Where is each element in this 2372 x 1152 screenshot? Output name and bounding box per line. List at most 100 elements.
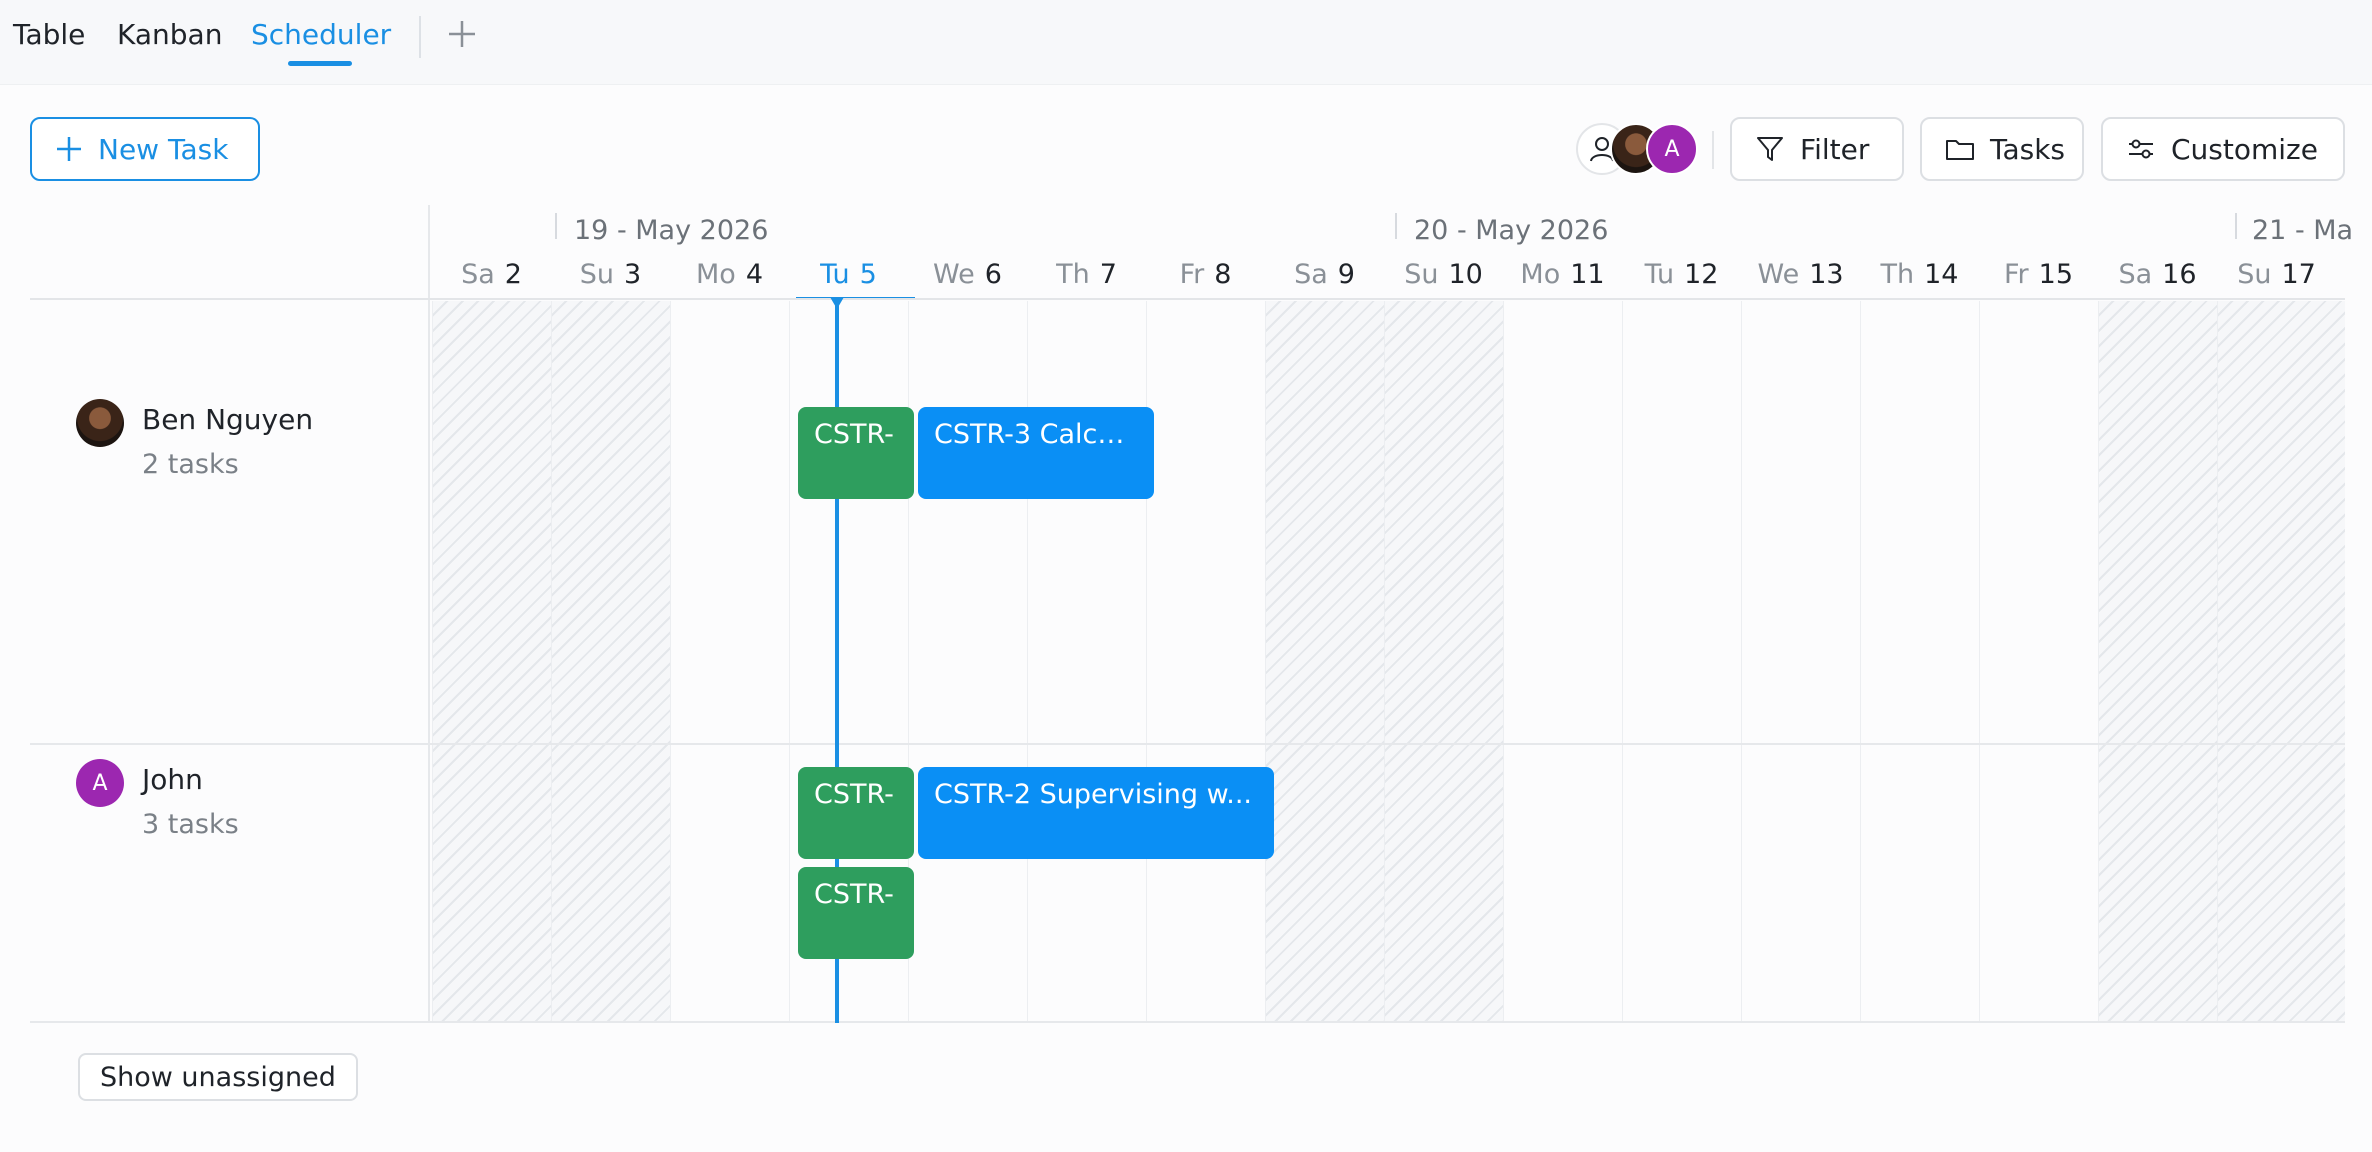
day-header: Su 10: [1384, 259, 1503, 290]
day-column-today[interactable]: [789, 301, 908, 1023]
show-unassigned-button[interactable]: Show unassigned: [78, 1053, 358, 1101]
day-number: 7: [1099, 259, 1117, 290]
tab-scheduler[interactable]: Scheduler: [251, 18, 392, 51]
day-column[interactable]: [908, 301, 1027, 1023]
day-column[interactable]: [1146, 301, 1265, 1023]
customize-label: Customize: [2171, 132, 2318, 166]
day-weekday: We: [933, 259, 975, 290]
tasks-label: Tasks: [1990, 132, 2066, 166]
day-header: Su 3: [551, 259, 670, 290]
day-weekday: Fr: [2003, 259, 2029, 290]
day-column-weekend[interactable]: [2098, 301, 2217, 1023]
day-header: Sa 9: [1265, 259, 1384, 290]
day-number: 15: [2038, 259, 2074, 290]
day-header: Mo 4: [670, 259, 789, 290]
row-divider: [30, 1021, 2345, 1023]
row-divider: [30, 743, 2345, 745]
filter-label: Filter: [1800, 132, 1870, 166]
active-tab-indicator: [288, 61, 352, 66]
day-number: 6: [984, 259, 1002, 290]
day-column[interactable]: [1622, 301, 1741, 1023]
resource-column: [30, 205, 430, 1023]
month-tick: [2235, 213, 2237, 239]
day-header: Th 7: [1027, 259, 1146, 290]
add-view-icon[interactable]: [444, 16, 480, 52]
resource-task-count: 3 tasks: [142, 809, 239, 840]
tasks-button[interactable]: Tasks: [1920, 117, 2084, 181]
day-weekday: Tu: [820, 259, 850, 290]
day-weekday: Mo: [695, 259, 736, 290]
day-header: Su 17: [2217, 259, 2336, 290]
day-number: 10: [1448, 259, 1483, 290]
day-weekday: Su: [2237, 259, 2272, 290]
scheduler-panel: New Task A Filter Tasks Customize: [0, 84, 2372, 1152]
day-header: Mo 11: [1503, 259, 1622, 290]
day-number: 16: [2162, 259, 2197, 290]
day-number: 17: [2281, 259, 2316, 290]
day-weekday: Tu: [1644, 259, 1675, 290]
new-task-button[interactable]: New Task: [30, 117, 260, 181]
toolbar-divider: [1712, 131, 1714, 169]
day-weekday: Su: [1404, 259, 1439, 290]
day-weekday: Sa: [2118, 259, 2153, 290]
task-event[interactable]: CSTR-: [798, 767, 914, 859]
filter-button[interactable]: Filter: [1730, 117, 1904, 181]
day-number: 12: [1684, 259, 1719, 290]
day-weekday: Sa: [1294, 259, 1328, 290]
day-column[interactable]: [1027, 301, 1146, 1023]
day-number: 13: [1809, 259, 1844, 290]
day-header: We 13: [1741, 259, 1860, 290]
day-column[interactable]: [1860, 301, 1979, 1023]
customize-button[interactable]: Customize: [2101, 117, 2345, 181]
month-tick: [1395, 213, 1397, 239]
day-column-weekend[interactable]: [551, 301, 670, 1023]
week-label: 20 - May 2026: [1414, 215, 1609, 246]
view-tabs-bar: Table Kanban Scheduler: [0, 0, 2372, 84]
avatar[interactable]: A: [1646, 123, 1698, 175]
day-number: 9: [1337, 259, 1355, 290]
day-weekday: Th: [1880, 259, 1915, 290]
plus-icon: [57, 137, 81, 161]
day-column-weekend[interactable]: [432, 301, 551, 1023]
day-column-weekend[interactable]: [1384, 301, 1503, 1023]
day-weekday: Mo: [1520, 259, 1561, 290]
day-column[interactable]: [1741, 301, 1860, 1023]
tab-kanban[interactable]: Kanban: [117, 18, 223, 51]
day-column[interactable]: [1979, 301, 2098, 1023]
task-event[interactable]: CSTR-3 Calcu...: [918, 407, 1154, 499]
current-time-marker: [830, 297, 844, 309]
day-column[interactable]: [670, 301, 789, 1023]
task-event[interactable]: CSTR-: [798, 407, 914, 499]
day-weekday: Th: [1056, 259, 1090, 290]
resource-name: John: [142, 763, 203, 796]
day-header: Tu 12: [1622, 259, 1741, 290]
day-number: 5: [859, 259, 877, 290]
assignee-avatar-group[interactable]: A: [1576, 123, 1702, 177]
day-column-weekend[interactable]: [2217, 301, 2345, 1023]
tab-table[interactable]: Table: [13, 18, 86, 51]
day-column[interactable]: [1503, 301, 1622, 1023]
current-time-line: [835, 301, 839, 1023]
task-event[interactable]: CSTR-: [798, 867, 914, 959]
folder-icon: [1946, 140, 1974, 160]
day-header-today: Tu 5: [789, 259, 908, 290]
day-weekday: We: [1757, 259, 1800, 290]
day-weekday: Sa: [461, 259, 495, 290]
day-header: Sa 2: [432, 259, 551, 290]
day-column-weekend[interactable]: [1265, 301, 1384, 1023]
day-number: 2: [504, 259, 522, 290]
day-header: Fr 8: [1146, 259, 1265, 290]
week-label: 19 - May 2026: [574, 215, 769, 246]
avatar: [76, 399, 124, 447]
task-event[interactable]: CSTR-2 Supervising w...: [918, 767, 1274, 859]
day-header: Th 14: [1860, 259, 1979, 290]
day-number: 11: [1570, 259, 1605, 290]
resource-task-count: 2 tasks: [142, 449, 239, 480]
day-number: 4: [745, 259, 763, 290]
day-weekday: Su: [579, 259, 615, 290]
day-header: Fr 15: [1979, 259, 2098, 290]
week-label: 21 - Ma: [2252, 215, 2354, 246]
sliders-icon: [2129, 139, 2153, 159]
scheduler-grid: 19 - May 2026 20 - May 2026 21 - Ma Sa 2 …: [30, 205, 2353, 1023]
resource-name: Ben Nguyen: [142, 403, 314, 436]
